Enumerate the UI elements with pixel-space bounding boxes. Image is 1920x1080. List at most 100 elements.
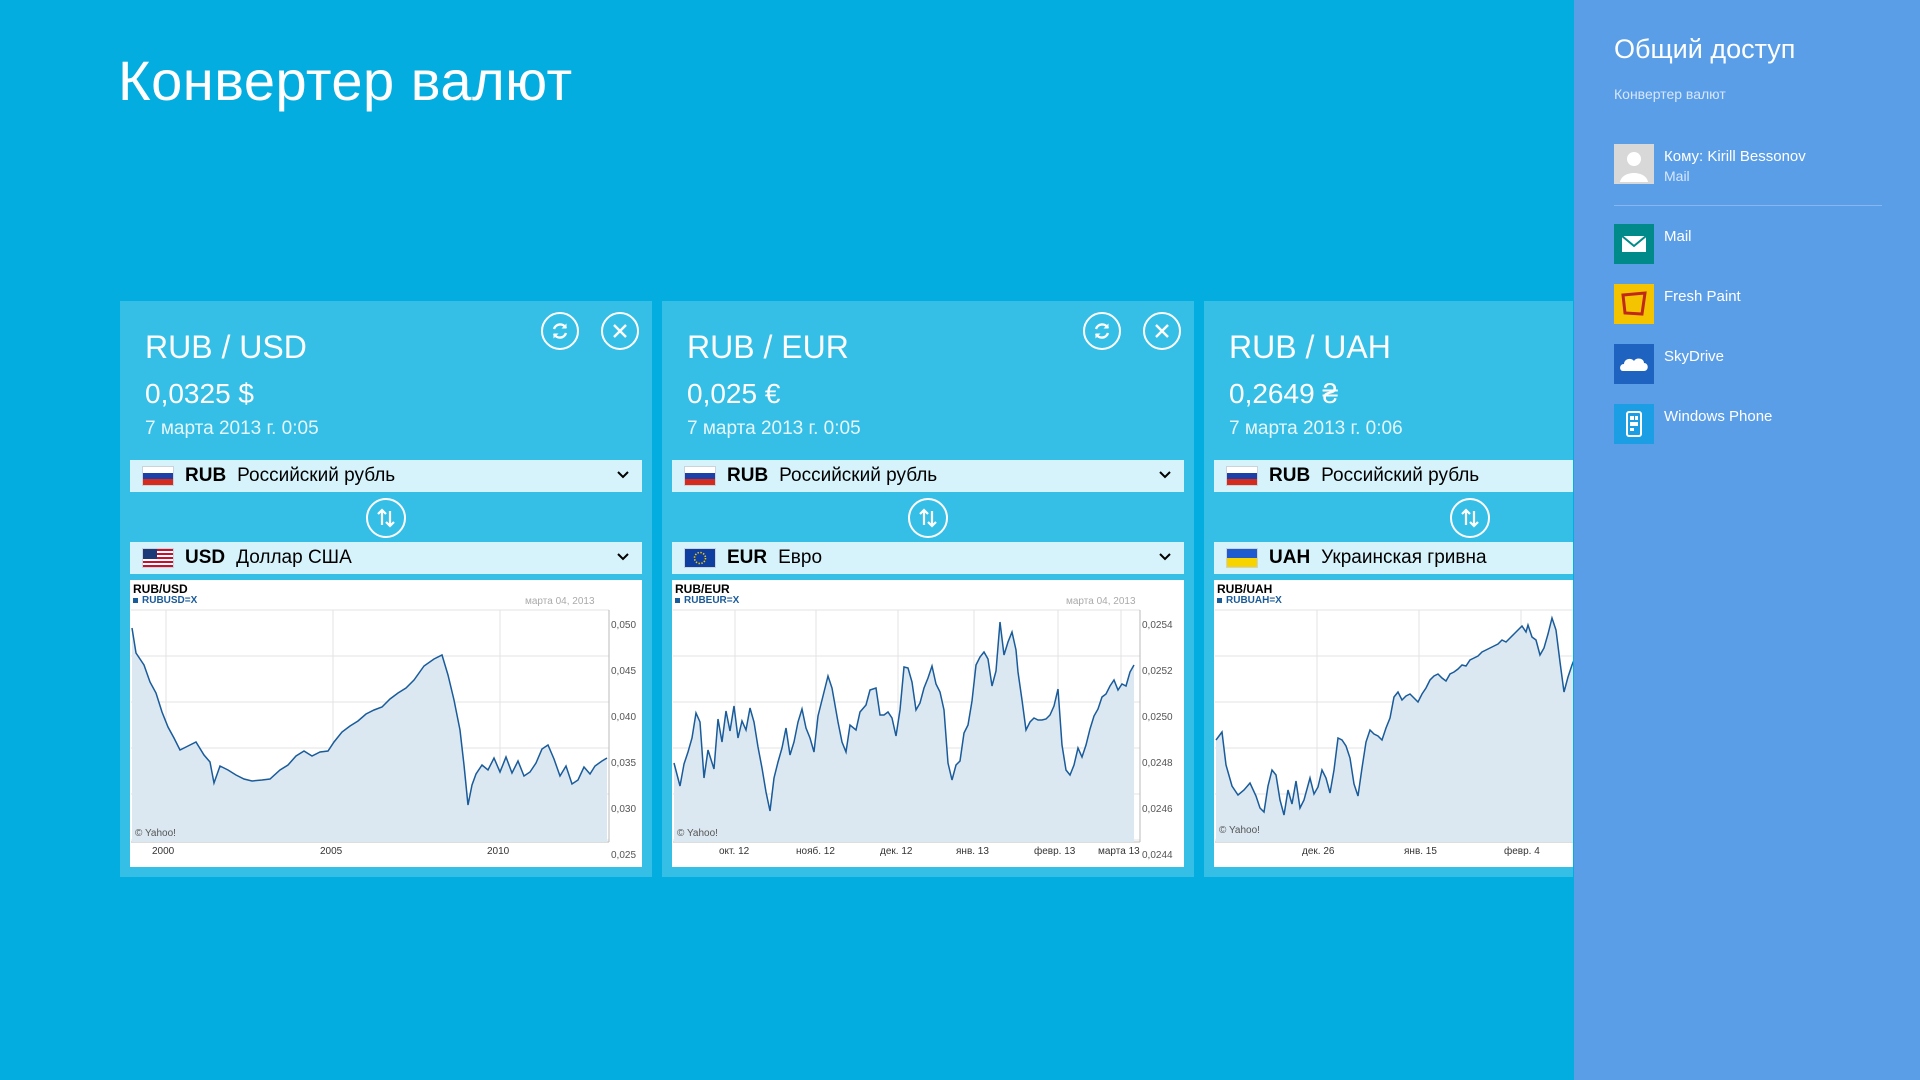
- avatar-icon: [1614, 144, 1654, 184]
- chevron-down-icon: [617, 553, 629, 561]
- pair-label: RUB / USD: [145, 329, 307, 365]
- x-tick-label: дек. 12: [880, 846, 913, 857]
- from-currency-select[interactable]: RUB Российский рубль: [1214, 460, 1573, 492]
- chart-plot: [131, 598, 610, 843]
- x-tick-label: февр. 4: [1504, 846, 1540, 857]
- refresh-icon: [1094, 323, 1110, 339]
- card-header: RUB / USD 0,0325 $ 7 марта 2013 г. 0:05: [145, 329, 319, 440]
- chart-date: марта 04, 2013: [1066, 596, 1136, 607]
- to-currency-select[interactable]: EUR Евро: [672, 542, 1184, 574]
- chart-line: [673, 621, 1135, 812]
- skydrive-icon: [1614, 344, 1654, 384]
- fresh-paint-icon: [1614, 284, 1654, 324]
- x-tick-label: марта 13: [1098, 846, 1140, 857]
- x-tick-label: 2000: [152, 846, 175, 857]
- chart-area: [1216, 618, 1573, 842]
- currency-code: RUB: [1269, 465, 1311, 486]
- card-header: RUB / EUR 0,025 € 7 марта 2013 г. 0:05: [687, 329, 861, 440]
- app-title: Конвертер валют: [118, 49, 573, 112]
- y-tick-label: 0,040: [611, 712, 637, 723]
- swap-button[interactable]: [366, 498, 406, 538]
- y-tick-label: 0,025: [611, 850, 637, 861]
- share-subtitle: Конвертер валют: [1614, 86, 1726, 102]
- chart-area: [132, 628, 607, 842]
- close-button[interactable]: [1143, 312, 1181, 350]
- share-app-skydrive[interactable]: SkyDrive: [1614, 344, 1882, 386]
- chart-title: RUB/USD: [133, 582, 188, 596]
- app-label: Mail: [1664, 228, 1692, 245]
- refresh-icon: [552, 323, 568, 339]
- converter-cards: RUB / USD 0,0325 $ 7 марта 2013 г. 0:05 …: [120, 301, 1573, 877]
- legend-swatch: [1217, 598, 1222, 603]
- share-app-windows-phone[interactable]: Windows Phone: [1614, 404, 1882, 446]
- swap-arrows-icon: [377, 508, 395, 528]
- y-tick-label: 0,050: [611, 620, 637, 631]
- converter-card-rub-usd: RUB / USD 0,0325 $ 7 марта 2013 г. 0:05 …: [120, 301, 652, 877]
- y-tick-label: 0,0248: [1142, 758, 1173, 769]
- flag-eu-icon: [684, 548, 716, 568]
- pair-label: RUB / UAH: [1229, 329, 1391, 365]
- share-contact-item[interactable]: Кому: Kirill Bessonov Mail: [1614, 144, 1882, 188]
- rate-chart: RUB/UAH RUBUAH=X © Yahoo! дек. 26 янв. 1…: [1214, 580, 1573, 867]
- y-tick-label: 0,035: [611, 758, 637, 769]
- share-app-fresh-paint[interactable]: Fresh Paint: [1614, 284, 1882, 326]
- currency-name: Российский рубль: [237, 465, 396, 486]
- chart-line: [131, 627, 608, 806]
- swap-arrows-icon: [1461, 508, 1479, 528]
- rate-chart: RUB/USD RUBUSD=X марта 04, 2013 © Yahoo!…: [130, 580, 642, 867]
- chevron-down-icon: [1159, 471, 1171, 479]
- flag-ru-icon: [1226, 466, 1258, 486]
- share-pane: Общий доступ Конвертер валют Кому: Kiril…: [1574, 0, 1920, 1080]
- flag-ru-icon: [142, 466, 174, 486]
- chart-plot: [673, 598, 1141, 843]
- close-button[interactable]: [601, 312, 639, 350]
- windows-phone-icon: [1614, 404, 1654, 444]
- swap-button[interactable]: [1450, 498, 1490, 538]
- refresh-button[interactable]: [1083, 312, 1121, 350]
- y-tick-label: 0,0246: [1142, 804, 1173, 815]
- y-axis-labels: 0,050 0,045 0,040 0,035 0,030 0,025: [611, 603, 636, 877]
- chevron-down-icon: [617, 471, 629, 479]
- contact-app: Mail: [1664, 168, 1690, 184]
- currency-name: Российский рубль: [1321, 465, 1480, 486]
- refresh-button[interactable]: [541, 312, 579, 350]
- app-label: SkyDrive: [1664, 348, 1725, 365]
- swap-button[interactable]: [908, 498, 948, 538]
- x-tick-label: дек. 26: [1302, 846, 1335, 857]
- chart-title: RUB/EUR: [675, 582, 730, 596]
- from-currency-select[interactable]: RUB Российский рубль: [130, 460, 642, 492]
- chart-credit: © Yahoo!: [1219, 825, 1260, 836]
- from-currency-select[interactable]: RUB Российский рубль: [672, 460, 1184, 492]
- chart-credit: © Yahoo!: [135, 828, 176, 839]
- x-tick-label: окт. 12: [719, 846, 750, 857]
- flag-ru-icon: [684, 466, 716, 486]
- y-tick-label: 0,0244: [1142, 850, 1173, 861]
- flag-us-icon: [142, 548, 174, 568]
- currency-code: EUR: [727, 547, 768, 568]
- chevron-down-icon: [1159, 553, 1171, 561]
- pair-label: RUB / EUR: [687, 329, 849, 365]
- chart-date: марта 04, 2013: [525, 596, 595, 607]
- chart-symbol: RUBEUR=X: [684, 595, 740, 606]
- currency-code: RUB: [727, 465, 769, 486]
- chart-symbol: RUBUSD=X: [142, 595, 198, 606]
- swap-arrows-icon: [919, 508, 937, 528]
- x-tick-label: 2010: [487, 846, 510, 857]
- to-currency-select[interactable]: USD Доллар США: [130, 542, 642, 574]
- rate-date: 7 марта 2013 г. 0:05: [687, 418, 861, 439]
- legend-swatch: [133, 598, 138, 603]
- x-tick-label: февр. 13: [1034, 846, 1076, 857]
- close-icon: [1155, 324, 1169, 338]
- share-app-mail[interactable]: Mail: [1614, 224, 1882, 266]
- y-tick-label: 0,0254: [1142, 620, 1173, 631]
- card-header: RUB / UAH 0,2649 ₴ 7 марта 2013 г. 0:06: [1229, 329, 1403, 440]
- x-tick-label: нояб. 12: [796, 846, 835, 857]
- x-tick-label: 2005: [320, 846, 343, 857]
- app-label: Fresh Paint: [1664, 288, 1741, 305]
- chart-symbol: RUBUAH=X: [1226, 595, 1282, 606]
- app-label: Windows Phone: [1664, 408, 1773, 425]
- chart-credit: © Yahoo!: [677, 828, 718, 839]
- x-tick-label: янв. 13: [956, 846, 989, 857]
- to-currency-select[interactable]: UAH Украинская гривна: [1214, 542, 1573, 574]
- legend-swatch: [675, 598, 680, 603]
